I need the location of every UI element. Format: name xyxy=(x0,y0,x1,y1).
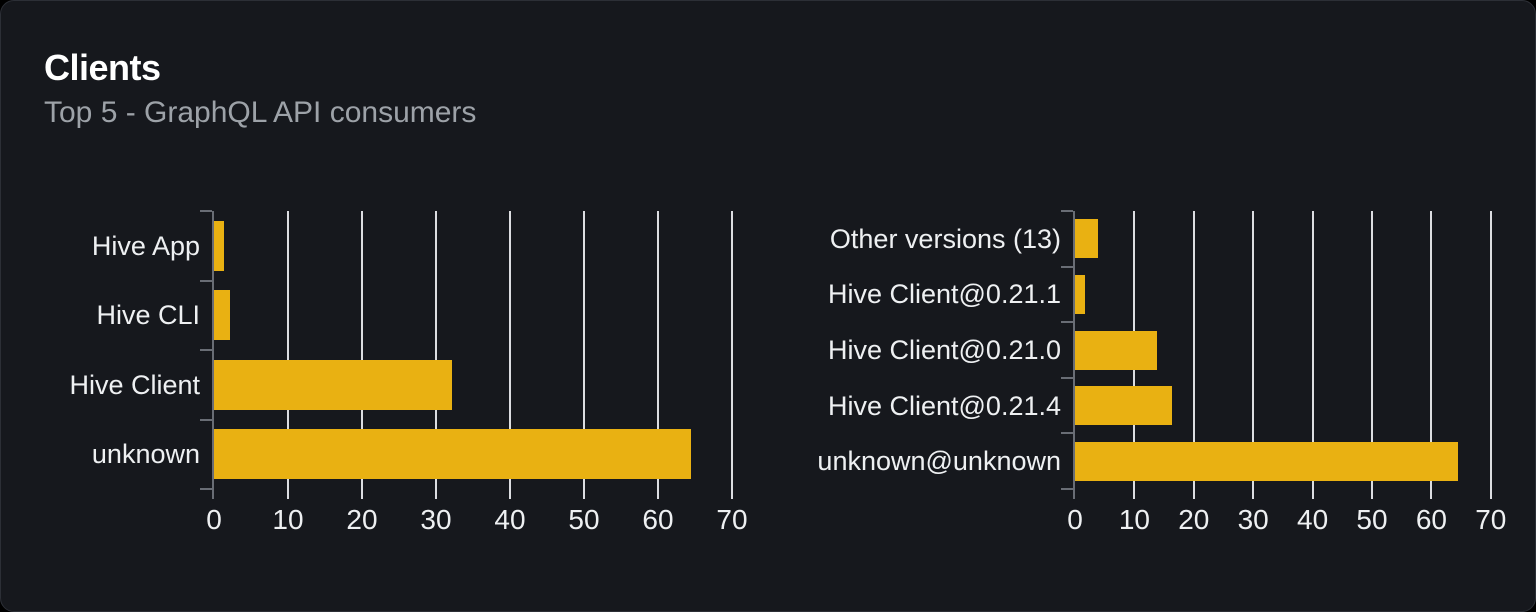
bar-hive-app[interactable] xyxy=(214,220,224,271)
category-label: Other versions (13) xyxy=(829,223,1061,254)
x-axis-tick xyxy=(509,489,511,499)
x-axis-tick xyxy=(361,489,363,499)
y-axis-tick xyxy=(200,210,212,212)
gridline xyxy=(1192,211,1195,489)
bar-hive-client-0-21-4[interactable] xyxy=(1075,386,1172,426)
bar-unknown-unknown[interactable] xyxy=(1075,441,1459,481)
x-tick-label: 10 xyxy=(1118,504,1150,535)
x-tick-label: 70 xyxy=(1475,504,1507,535)
x-tick-label: 50 xyxy=(1356,504,1388,535)
x-tick-label: 50 xyxy=(568,504,600,535)
x-tick-label: 20 xyxy=(1178,504,1210,535)
x-axis-tick xyxy=(1252,489,1255,499)
category-label: unknown@unknown xyxy=(817,446,1061,477)
gridline xyxy=(1371,211,1373,489)
x-axis-tick xyxy=(1489,489,1492,499)
x-axis-tick xyxy=(1430,489,1433,499)
y-axis-tick xyxy=(1061,376,1073,379)
gridline xyxy=(583,211,585,489)
x-tick-label: 40 xyxy=(494,504,526,535)
bar-hive-client-0-21-1[interactable] xyxy=(1075,274,1086,314)
x-tick-label: 0 xyxy=(1067,504,1083,535)
category-label: Hive Client@0.21.0 xyxy=(827,335,1061,365)
x-axis-tick xyxy=(1192,489,1195,499)
x-axis-tick xyxy=(287,489,289,499)
x-axis-tick xyxy=(1371,489,1373,499)
page-title: Clients xyxy=(44,47,161,88)
y-axis-line xyxy=(212,211,214,499)
y-axis-tick xyxy=(1061,488,1073,490)
gridline xyxy=(1311,211,1314,489)
x-tick-label: 70 xyxy=(716,504,748,535)
gridline xyxy=(731,211,733,489)
x-tick-label: 10 xyxy=(272,504,304,535)
category-label: Hive App xyxy=(91,230,200,261)
y-axis-tick xyxy=(200,488,212,490)
gridline xyxy=(1489,211,1492,489)
category-label: unknown xyxy=(91,439,200,470)
category-label: Hive CLI xyxy=(96,300,200,331)
gridline xyxy=(361,211,363,489)
x-tick-label: 30 xyxy=(420,504,452,535)
gridline xyxy=(1252,211,1255,489)
x-tick-label: 20 xyxy=(346,504,378,535)
y-axis-tick xyxy=(1061,265,1073,268)
x-tick-label: 60 xyxy=(1415,504,1447,535)
x-axis-tick xyxy=(731,489,733,499)
gridline xyxy=(509,211,511,489)
x-axis-tick xyxy=(583,489,585,499)
x-axis-tick xyxy=(1311,489,1314,499)
bar-unknown[interactable] xyxy=(214,429,692,480)
y-axis-tick xyxy=(1061,321,1073,324)
x-axis-tick xyxy=(435,489,437,499)
y-axis-tick xyxy=(200,418,212,421)
y-axis-line xyxy=(1073,211,1075,499)
category-label: Hive Client@0.21.1 xyxy=(827,279,1061,310)
gridline xyxy=(657,211,659,489)
y-axis-tick xyxy=(200,349,212,351)
bar-hive-client-0-21-0[interactable] xyxy=(1075,330,1157,370)
x-axis-tick xyxy=(657,489,659,499)
x-tick-label: 60 xyxy=(642,504,674,535)
x-tick-label: 0 xyxy=(206,504,222,535)
x-axis-tick xyxy=(1133,489,1136,499)
y-axis-tick xyxy=(1061,432,1073,435)
category-label: Hive Client xyxy=(69,369,200,400)
x-tick-label: 30 xyxy=(1237,504,1269,535)
gridline xyxy=(1430,211,1433,489)
category-label: Hive Client@0.21.4 xyxy=(827,390,1061,421)
bar-other-versions-13-[interactable] xyxy=(1075,219,1099,259)
gridline xyxy=(435,211,437,489)
page-subtitle: Top 5 - GraphQL API consumers xyxy=(44,96,477,129)
bar-hive-cli[interactable] xyxy=(214,290,230,341)
y-axis-tick xyxy=(200,279,212,282)
x-tick-label: 40 xyxy=(1297,504,1329,535)
bar-hive-client[interactable] xyxy=(214,359,453,410)
gridline xyxy=(287,211,289,489)
y-axis-tick xyxy=(1061,210,1073,212)
